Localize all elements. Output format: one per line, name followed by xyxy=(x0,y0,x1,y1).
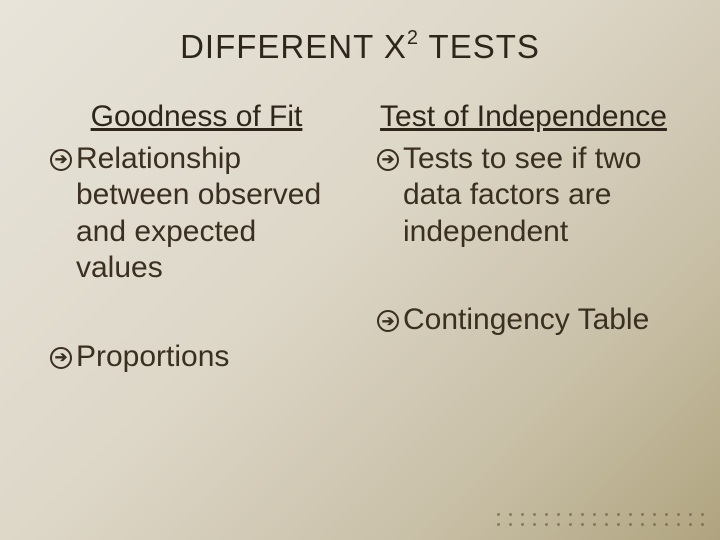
dot xyxy=(569,513,572,516)
dot xyxy=(497,523,500,526)
dot xyxy=(689,523,692,526)
dot xyxy=(569,523,572,526)
spacer xyxy=(377,250,670,302)
dot xyxy=(653,513,656,516)
dot xyxy=(677,513,680,516)
list-item: ➔ Proportions xyxy=(50,339,343,376)
dot xyxy=(641,513,644,516)
dot xyxy=(665,523,668,526)
bullet-text: Relationship between observed and expect… xyxy=(76,141,343,287)
dot xyxy=(629,513,632,516)
dot-row xyxy=(497,523,704,526)
dot xyxy=(689,513,692,516)
title-suffix: TESTS xyxy=(419,28,540,65)
dot xyxy=(557,513,560,516)
dot xyxy=(557,523,560,526)
dot xyxy=(581,513,584,516)
dot xyxy=(521,513,524,516)
arrow-bullet-icon: ➔ xyxy=(50,347,72,369)
dot xyxy=(605,523,608,526)
dot-row xyxy=(497,513,704,516)
bullet-text: Contingency Table xyxy=(403,302,670,339)
dot xyxy=(629,523,632,526)
arrow-bullet-icon: ➔ xyxy=(50,149,72,171)
list-item: ➔ Relationship between observed and expe… xyxy=(50,141,343,287)
dot xyxy=(545,523,548,526)
decorative-dots xyxy=(497,513,704,526)
dot xyxy=(533,513,536,516)
dot xyxy=(653,523,656,526)
dot xyxy=(617,513,620,516)
right-heading: Test of Independence xyxy=(377,100,670,135)
dot xyxy=(533,523,536,526)
title-prefix: DIFFERENT X xyxy=(180,28,407,65)
dot xyxy=(617,523,620,526)
dot xyxy=(593,513,596,516)
dot xyxy=(593,523,596,526)
arrow-bullet-icon: ➔ xyxy=(377,310,399,332)
content-columns: Goodness of Fit ➔ Relationship between o… xyxy=(50,100,670,375)
spacer xyxy=(50,287,343,339)
dot xyxy=(701,523,704,526)
bullet-text: Tests to see if two data factors are ind… xyxy=(403,141,670,251)
right-column: Test of Independence ➔ Tests to see if t… xyxy=(377,100,670,375)
dot xyxy=(497,513,500,516)
slide: DIFFERENT X2 TESTS Goodness of Fit ➔ Rel… xyxy=(0,0,720,540)
left-heading: Goodness of Fit xyxy=(50,100,343,135)
arrow-bullet-icon: ➔ xyxy=(377,149,399,171)
dot xyxy=(521,523,524,526)
dot xyxy=(509,513,512,516)
list-item: ➔ Contingency Table xyxy=(377,302,670,339)
dot xyxy=(665,513,668,516)
dot xyxy=(641,523,644,526)
dot xyxy=(701,513,704,516)
dot xyxy=(509,523,512,526)
dot xyxy=(581,523,584,526)
dot xyxy=(545,513,548,516)
title-superscript: 2 xyxy=(407,27,419,49)
list-item: ➔ Tests to see if two data factors are i… xyxy=(377,141,670,251)
slide-title: DIFFERENT X2 TESTS xyxy=(50,28,670,66)
bullet-text: Proportions xyxy=(76,339,343,376)
dot xyxy=(677,523,680,526)
dot xyxy=(605,513,608,516)
left-column: Goodness of Fit ➔ Relationship between o… xyxy=(50,100,343,375)
